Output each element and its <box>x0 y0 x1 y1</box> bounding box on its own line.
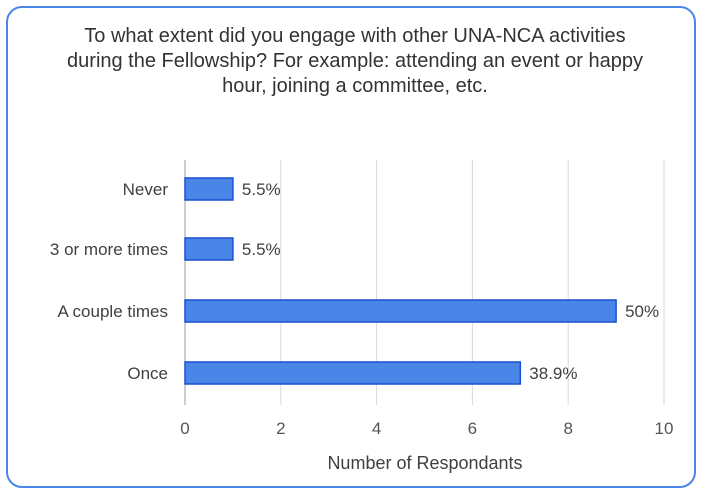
x-tick-label: 6 <box>468 419 477 438</box>
bar <box>184 177 234 201</box>
chart-card <box>6 6 696 488</box>
category-labels: Never 3 or more times A couple times Once <box>50 180 168 383</box>
data-label: 5.5% <box>242 240 281 259</box>
x-tick-label: 10 <box>655 419 674 438</box>
category-label: A couple times <box>57 302 168 321</box>
category-label: Never <box>123 180 169 199</box>
x-axis-title: Number of Respondants <box>327 453 522 473</box>
data-label: 38.9% <box>529 364 577 383</box>
x-tick-labels: 0 2 4 6 8 10 <box>180 419 673 438</box>
data-labels: 5.5% 5.5% 50% 38.9% <box>242 180 659 383</box>
category-label: Once <box>127 364 168 383</box>
category-label: 3 or more times <box>50 240 168 259</box>
data-label: 5.5% <box>242 180 281 199</box>
chart-title: To what extent did you engage with other… <box>67 25 643 97</box>
bars <box>184 177 617 385</box>
bar <box>184 361 522 385</box>
x-tick-label: 2 <box>276 419 285 438</box>
bar <box>184 237 234 261</box>
x-tick-label: 4 <box>372 419 381 438</box>
x-tick-label: 0 <box>180 419 189 438</box>
x-tick-label: 8 <box>563 419 572 438</box>
bar <box>184 299 617 323</box>
data-label: 50% <box>625 302 659 321</box>
